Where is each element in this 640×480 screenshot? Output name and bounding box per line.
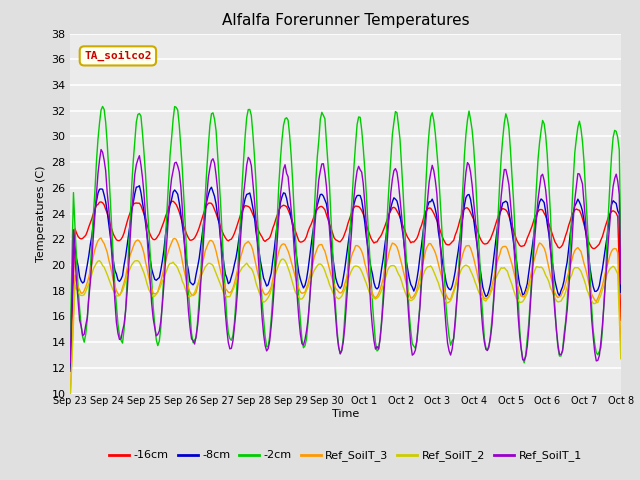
-8cm: [136, 183, 143, 189]
-8cm: [617, 289, 625, 295]
-2cm: [520, 360, 528, 366]
Ref_SoilT_3: [97, 235, 105, 241]
Line: -16cm: -16cm: [70, 201, 621, 371]
-16cm: [134, 200, 141, 206]
Ref_SoilT_3: [67, 390, 74, 396]
Ref_SoilT_2: [134, 258, 141, 264]
-2cm: [250, 152, 258, 158]
-8cm: [134, 184, 141, 190]
-16cm: [260, 237, 268, 243]
Ref_SoilT_1: [588, 316, 595, 322]
-2cm: [232, 298, 240, 304]
Ref_SoilT_1: [97, 147, 105, 153]
Y-axis label: Temperatures (C): Temperatures (C): [36, 165, 45, 262]
Ref_SoilT_3: [250, 255, 258, 261]
Line: -8cm: -8cm: [70, 186, 621, 371]
Ref_SoilT_1: [260, 331, 268, 337]
Ref_SoilT_3: [136, 238, 143, 244]
Ref_SoilT_1: [136, 153, 143, 158]
-16cm: [170, 198, 177, 204]
-2cm: [67, 336, 74, 341]
-16cm: [232, 226, 240, 232]
Text: TA_soilco2: TA_soilco2: [84, 51, 152, 61]
Ref_SoilT_1: [232, 308, 240, 314]
Ref_SoilT_2: [258, 297, 266, 303]
Ref_SoilT_3: [617, 342, 625, 348]
Ref_SoilT_2: [249, 268, 257, 274]
Ref_SoilT_2: [67, 391, 74, 396]
Ref_SoilT_1: [250, 196, 258, 202]
-8cm: [588, 276, 595, 282]
Legend: -16cm, -8cm, -2cm, Ref_SoilT_3, Ref_SoilT_2, Ref_SoilT_1: -16cm, -8cm, -2cm, Ref_SoilT_3, Ref_Soil…: [105, 446, 586, 466]
-2cm: [260, 316, 268, 322]
Ref_SoilT_2: [588, 298, 595, 304]
-16cm: [617, 317, 625, 323]
Ref_SoilT_2: [308, 271, 316, 277]
-16cm: [308, 217, 316, 223]
Ref_SoilT_1: [67, 360, 74, 366]
-16cm: [67, 368, 74, 374]
-8cm: [232, 255, 240, 261]
Title: Alfalfa Forerunner Temperatures: Alfalfa Forerunner Temperatures: [222, 13, 469, 28]
-8cm: [67, 368, 74, 374]
Ref_SoilT_3: [588, 291, 595, 297]
Line: Ref_SoilT_3: Ref_SoilT_3: [70, 238, 621, 393]
Ref_SoilT_2: [230, 283, 238, 289]
Line: Ref_SoilT_1: Ref_SoilT_1: [70, 150, 621, 363]
-16cm: [250, 215, 258, 221]
X-axis label: Time: Time: [332, 409, 359, 419]
-8cm: [260, 275, 268, 281]
Ref_SoilT_3: [232, 274, 240, 280]
-2cm: [617, 243, 625, 249]
Ref_SoilT_3: [308, 262, 316, 268]
Ref_SoilT_2: [278, 256, 286, 262]
Line: -2cm: -2cm: [70, 107, 621, 363]
-16cm: [588, 244, 595, 250]
-2cm: [136, 111, 143, 117]
Ref_SoilT_3: [260, 290, 268, 296]
Ref_SoilT_1: [308, 257, 316, 263]
-2cm: [589, 327, 597, 333]
Line: Ref_SoilT_2: Ref_SoilT_2: [70, 259, 621, 394]
Ref_SoilT_1: [617, 281, 625, 287]
-2cm: [308, 240, 316, 246]
-2cm: [99, 104, 106, 109]
-8cm: [308, 230, 316, 236]
-8cm: [250, 214, 258, 219]
Ref_SoilT_2: [617, 356, 625, 361]
